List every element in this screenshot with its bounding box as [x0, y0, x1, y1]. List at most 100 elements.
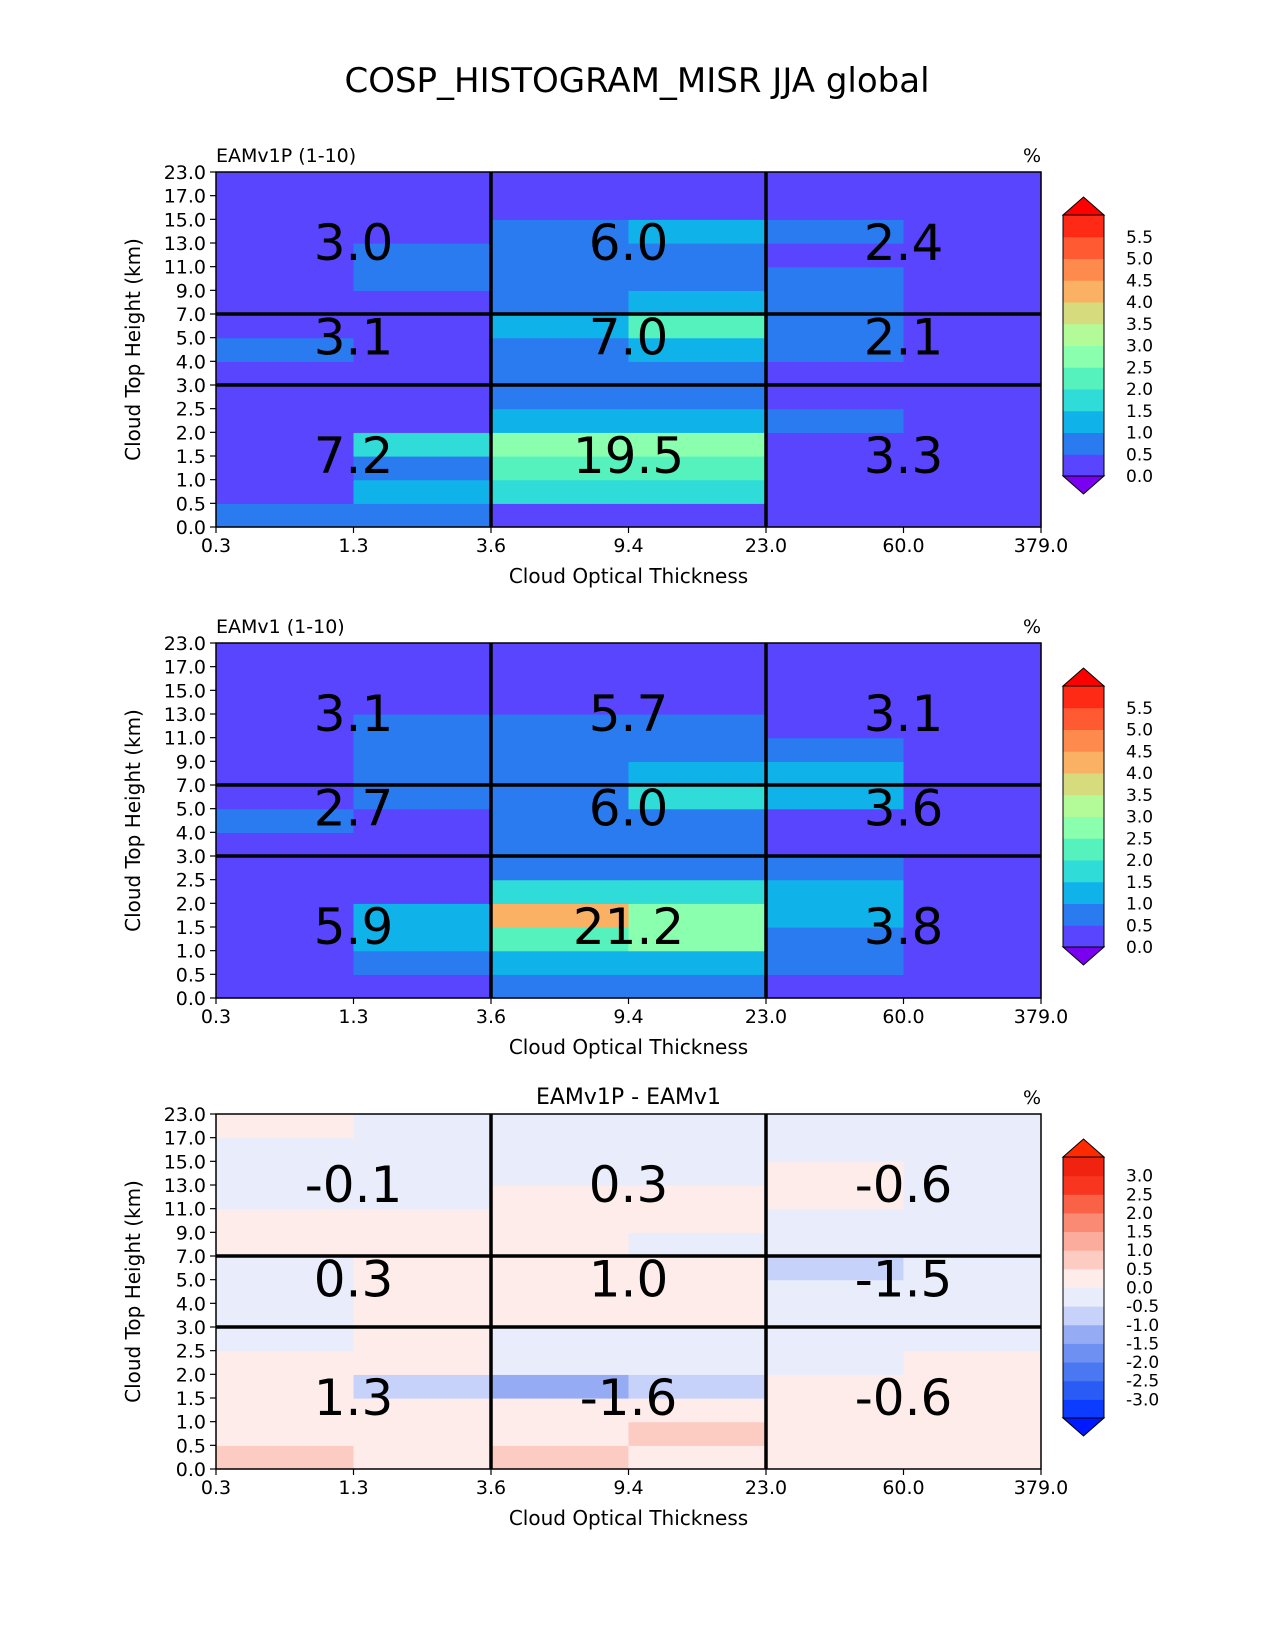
- colorbar-band: [1063, 773, 1104, 796]
- heatmap-cell: [216, 808, 355, 833]
- heatmap-cell: [491, 314, 630, 339]
- heatmap-cell: [628, 503, 767, 528]
- heatmap-cell: [628, 1350, 767, 1375]
- colorbar-tick-label: 2.0: [1126, 851, 1153, 871]
- cell-annotation: -0.6: [855, 1369, 953, 1427]
- heatmap-cell: [491, 927, 630, 952]
- heatmap-cell: [766, 1256, 905, 1281]
- heatmap-cell: [353, 1256, 492, 1281]
- heatmap-cell: [628, 666, 767, 691]
- heatmap-cell: [628, 761, 767, 786]
- heatmap-cell: [353, 1327, 492, 1352]
- heatmap-cell: [903, 1114, 1042, 1139]
- heatmap-cell: [628, 832, 767, 857]
- heatmap-cell: [903, 1256, 1042, 1281]
- heatmap-cell: [903, 974, 1042, 999]
- heatmap-cell: [766, 808, 905, 833]
- y-tick-label: 3.0: [176, 1317, 206, 1339]
- y-tick-label: 13.0: [164, 233, 206, 255]
- heatmap-cell: [628, 172, 767, 197]
- heatmap-cell: [216, 1185, 355, 1210]
- y-tick-label: 0.5: [176, 493, 206, 515]
- heatmap-cell: [216, 785, 355, 810]
- colorbar-band: [1063, 794, 1104, 817]
- heatmap-cell: [628, 785, 767, 810]
- panel-title-left: EAMv1P (1-10): [216, 145, 356, 167]
- colorbar-extend-top: [1061, 196, 1106, 216]
- heatmap-cell: [353, 761, 492, 786]
- figure-title: COSP_HISTOGRAM_MISR JJA global: [344, 61, 929, 101]
- heatmap-cell: [491, 690, 630, 715]
- y-tick-label: 11.0: [164, 1199, 206, 1221]
- heatmap-cell: [903, 879, 1042, 904]
- colorbar-extend-bottom: [1061, 946, 1106, 966]
- heatmap-cell: [491, 1232, 630, 1257]
- colorbar-band: [1063, 258, 1104, 281]
- heatmap-cell: [766, 714, 905, 739]
- heatmap-cell: [353, 808, 492, 833]
- y-tick-label: 13.0: [164, 1175, 206, 1197]
- heatmap-cell: [216, 1232, 355, 1257]
- cell-annotation: 2.7: [314, 780, 394, 838]
- heatmap-cell: [903, 1374, 1042, 1399]
- heatmap-cell: [766, 1185, 905, 1210]
- heatmap-cell: [216, 408, 355, 433]
- heatmap-cell: [216, 761, 355, 786]
- heatmap-cell: [766, 666, 905, 691]
- y-tick-label: 7.0: [176, 304, 206, 326]
- y-tick-label: 1.0: [176, 470, 206, 492]
- heatmap-cell: [628, 479, 767, 504]
- heatmap-cell: [628, 314, 767, 339]
- heatmap-cell: [903, 479, 1042, 504]
- heatmap-cell: [216, 1303, 355, 1328]
- colorbar-tick-label: 3.5: [1126, 786, 1153, 806]
- heatmap-cell: [766, 1137, 905, 1162]
- colorbar-tick-label: -0.5: [1126, 1297, 1159, 1317]
- heatmap-cell: [216, 266, 355, 291]
- heatmap-cell: [766, 314, 905, 339]
- y-tick-label: 4.0: [176, 351, 206, 373]
- heatmap-cell: [628, 1279, 767, 1304]
- heatmap-cell: [491, 361, 630, 386]
- colorbar-tick-label: 0.5: [1126, 916, 1153, 936]
- heatmap-cell: [491, 432, 630, 457]
- heatmap-cell: [216, 1208, 355, 1233]
- heatmap-cell: [353, 1208, 492, 1233]
- heatmap-cell: [491, 1114, 630, 1139]
- heatmap-cell: [216, 666, 355, 691]
- heatmap-cell: [353, 195, 492, 220]
- cell-annotation: 3.3: [864, 427, 944, 485]
- heatmap-cell: [628, 1114, 767, 1139]
- y-tick-label: 23.0: [164, 1104, 206, 1126]
- heatmap-cell: [216, 1256, 355, 1281]
- heatmap-cell: [353, 243, 492, 268]
- heatmap-cell: [491, 456, 630, 481]
- heatmap-cell: [903, 785, 1042, 810]
- heatmap-cell: [766, 290, 905, 315]
- heatmap-cell: [216, 1350, 355, 1375]
- heatmap-cell: [766, 1374, 905, 1399]
- colorbar-band: [1063, 881, 1104, 904]
- x-tick-label: 60.0: [882, 1006, 924, 1028]
- y-tick-label: 15.0: [164, 209, 206, 231]
- heatmap-cell: [628, 714, 767, 739]
- heatmap-cell: [353, 737, 492, 762]
- colorbar-band: [1063, 454, 1104, 477]
- colorbar-band: [1063, 345, 1104, 368]
- heatmap-cell: [216, 1279, 355, 1304]
- heatmap-cell: [903, 1279, 1042, 1304]
- heatmap-cell: [216, 927, 355, 952]
- heatmap-cell: [353, 172, 492, 197]
- heatmap-cell: [491, 1421, 630, 1446]
- heatmap-cell: [628, 879, 767, 904]
- colorbar-band: [1063, 432, 1104, 455]
- heatmap-cell: [491, 1445, 630, 1470]
- y-tick-label: 9.0: [176, 751, 206, 773]
- colorbar-band: [1063, 860, 1104, 883]
- y-tick-label: 2.0: [176, 893, 206, 915]
- colorbar-band: [1063, 751, 1104, 774]
- heatmap-cell: [766, 785, 905, 810]
- colorbar-band: [1063, 686, 1104, 709]
- x-axis-label: Cloud Optical Thickness: [509, 1506, 748, 1530]
- heatmap-cell: [491, 737, 630, 762]
